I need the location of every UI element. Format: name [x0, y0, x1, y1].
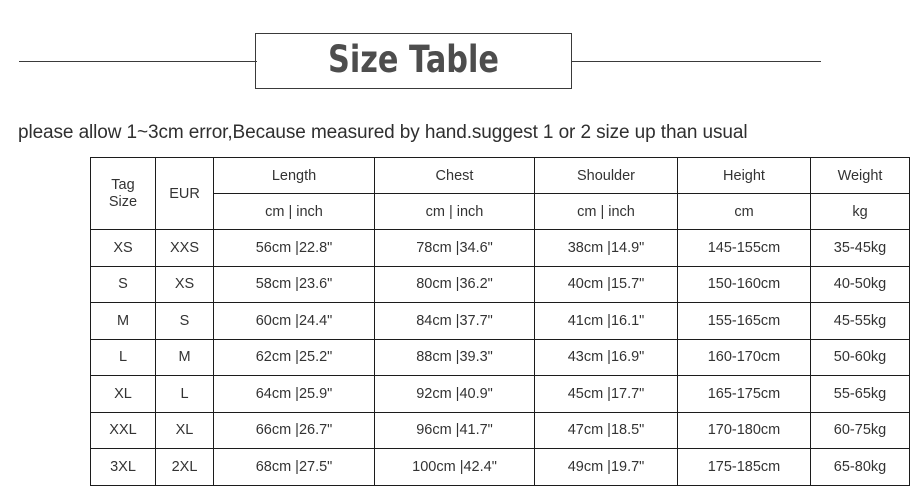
- cell-weight: 45-55kg: [810, 302, 910, 340]
- cell-tag: S: [90, 265, 156, 303]
- cell-height: 175-185cm: [677, 448, 811, 486]
- header-tag-size-line2: Size: [108, 193, 138, 210]
- page-title: Size Table: [327, 38, 499, 81]
- cell-eur: XL: [155, 411, 214, 449]
- cell-chest: 84cm |37.7": [374, 302, 535, 340]
- cell-eur: XXS: [155, 229, 214, 267]
- cell-shoulder: 38cm |14.9": [534, 229, 678, 267]
- cell-height: 170-180cm: [677, 411, 811, 449]
- cell-shoulder: 43cm |16.9": [534, 338, 678, 376]
- title-box: [255, 33, 572, 89]
- cell-weight: 50-60kg: [810, 338, 910, 376]
- table-body: XS XXS 56cm |22.8" 78cm |34.6" 38cm |14.…: [90, 229, 910, 486]
- cell-shoulder: 40cm |15.7": [534, 265, 678, 303]
- table-row: XS XXS 56cm |22.8" 78cm |34.6" 38cm |14.…: [90, 229, 910, 267]
- title-rule-right: [571, 61, 821, 62]
- header-row-units: cm | inch cm | inch cm | inch cm kg: [91, 193, 910, 230]
- cell-eur: S: [155, 302, 214, 340]
- cell-eur: 2XL: [155, 448, 214, 486]
- header-shoulder-units: cm | inch: [534, 193, 678, 230]
- cell-shoulder: 41cm |16.1": [534, 302, 678, 340]
- cell-height: 145-155cm: [677, 229, 811, 267]
- cell-height: 150-160cm: [677, 265, 811, 303]
- header-chest: Chest: [374, 157, 535, 194]
- cell-length: 62cm |25.2": [213, 338, 375, 376]
- cell-chest: 96cm |41.7": [374, 411, 535, 449]
- cell-chest: 78cm |34.6": [374, 229, 535, 267]
- cell-weight: 60-75kg: [810, 411, 910, 449]
- cell-shoulder: 49cm |19.7": [534, 448, 678, 486]
- cell-tag: 3XL: [90, 448, 156, 486]
- cell-eur: L: [155, 375, 214, 413]
- header-shoulder: Shoulder: [534, 157, 678, 194]
- cell-length: 64cm |25.9": [213, 375, 375, 413]
- cell-shoulder: 45cm |17.7": [534, 375, 678, 413]
- cell-chest: 92cm |40.9": [374, 375, 535, 413]
- cell-weight: 55-65kg: [810, 375, 910, 413]
- cell-shoulder: 47cm |18.5": [534, 411, 678, 449]
- cell-height: 160-170cm: [677, 338, 811, 376]
- cell-weight: 65-80kg: [810, 448, 910, 486]
- cell-tag: L: [90, 338, 156, 376]
- header-tag-size: Tag Size: [90, 157, 156, 230]
- cell-tag: XL: [90, 375, 156, 413]
- table-row: XL L 64cm |25.9" 92cm |40.9" 45cm |17.7"…: [90, 375, 910, 413]
- cell-tag: XS: [90, 229, 156, 267]
- header-length: Length: [213, 157, 375, 194]
- cell-tag: M: [90, 302, 156, 340]
- header-height-units: cm: [677, 193, 811, 230]
- cell-chest: 80cm |36.2": [374, 265, 535, 303]
- size-table: Tag Size EUR Length Chest Shoulder Heigh…: [90, 157, 910, 486]
- cell-height: 165-175cm: [677, 375, 811, 413]
- cell-length: 60cm |24.4": [213, 302, 375, 340]
- cell-length: 56cm |22.8": [213, 229, 375, 267]
- table-row: M S 60cm |24.4" 84cm |37.7" 41cm |16.1" …: [90, 302, 910, 340]
- table-header: Tag Size EUR Length Chest Shoulder Heigh…: [90, 157, 910, 230]
- table-row: S XS 58cm |23.6" 80cm |36.2" 40cm |15.7"…: [90, 265, 910, 303]
- cell-eur: XS: [155, 265, 214, 303]
- header-weight-units: kg: [810, 193, 910, 230]
- header-eur: EUR: [155, 157, 214, 230]
- table-row: 3XL 2XL 68cm |27.5" 100cm |42.4" 49cm |1…: [90, 448, 910, 486]
- cell-chest: 88cm |39.3": [374, 338, 535, 376]
- cell-length: 66cm |26.7": [213, 411, 375, 449]
- header-length-units: cm | inch: [213, 193, 375, 230]
- title-banner: Size Table: [0, 28, 921, 94]
- header-row-primary: Tag Size EUR Length Chest Shoulder Heigh…: [90, 157, 910, 230]
- header-height: Height: [677, 157, 811, 194]
- cell-weight: 40-50kg: [810, 265, 910, 303]
- measurement-note: please allow 1~3cm error,Because measure…: [18, 122, 748, 143]
- cell-chest: 100cm |42.4": [374, 448, 535, 486]
- title-rule-left: [19, 61, 257, 62]
- cell-length: 68cm |27.5": [213, 448, 375, 486]
- cell-length: 58cm |23.6": [213, 265, 375, 303]
- header-tag-size-line1: Tag: [111, 177, 135, 194]
- cell-weight: 35-45kg: [810, 229, 910, 267]
- table-row: L M 62cm |25.2" 88cm |39.3" 43cm |16.9" …: [90, 338, 910, 376]
- cell-height: 155-165cm: [677, 302, 811, 340]
- cell-eur: M: [155, 338, 214, 376]
- table-row: XXL XL 66cm |26.7" 96cm |41.7" 47cm |18.…: [90, 411, 910, 449]
- header-weight: Weight: [810, 157, 910, 194]
- cell-tag: XXL: [90, 411, 156, 449]
- header-chest-units: cm | inch: [374, 193, 535, 230]
